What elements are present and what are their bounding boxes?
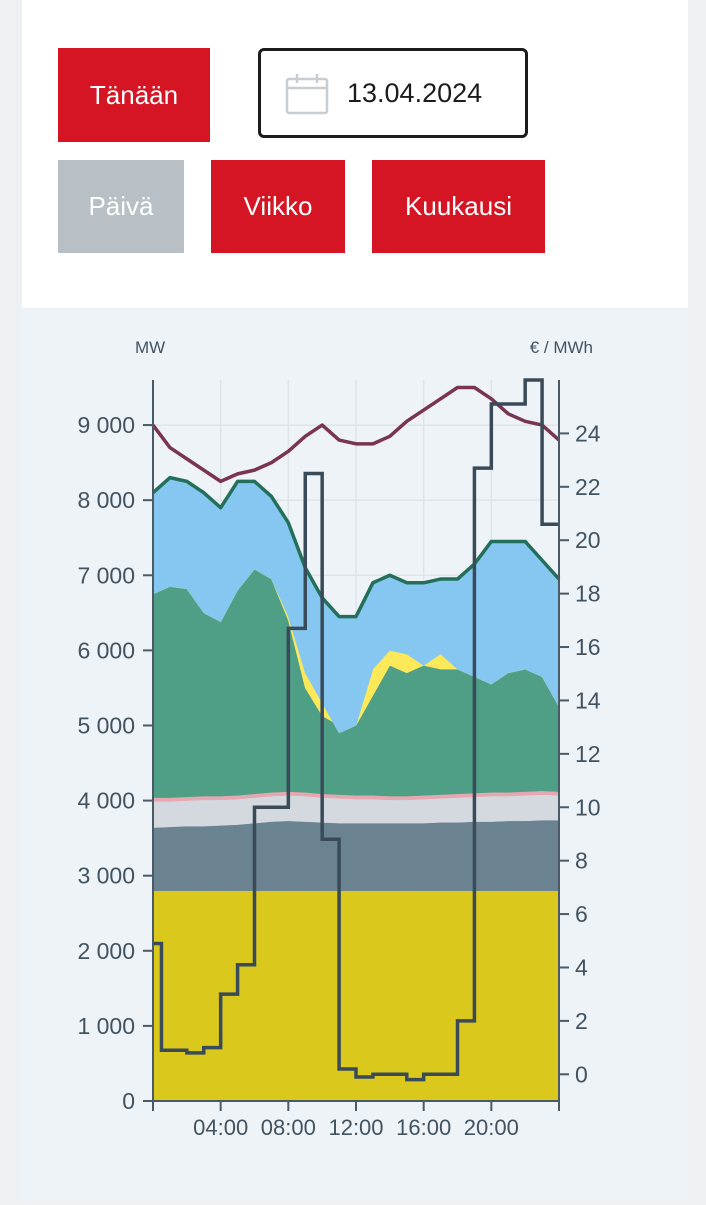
left-tick-label: 4 000 — [77, 788, 135, 814]
range-month-button[interactable]: Kuukausi — [372, 160, 545, 253]
right-tick-label: 0 — [575, 1061, 588, 1087]
x-tick-label: 12:00 — [328, 1115, 383, 1140]
left-tick-label: 6 000 — [77, 637, 135, 663]
right-tick-label: 8 — [575, 848, 588, 874]
left-tick-label: 7 000 — [77, 562, 135, 588]
right-tick-label: 14 — [575, 687, 601, 713]
left-tick-label: 5 000 — [77, 712, 135, 738]
right-tick-label: 2 — [575, 1008, 588, 1034]
right-tick-label: 18 — [575, 581, 601, 607]
x-tick-label: 04:00 — [193, 1115, 248, 1140]
left-unit-label: MW — [135, 338, 165, 357]
right-unit-label: € / MWh — [530, 338, 593, 357]
controls-panel: Tänään 13.04.2024 Päivä Viikko Kuukausi — [22, 0, 688, 308]
x-tick-label: 20:00 — [464, 1115, 519, 1140]
right-tick-label: 6 — [575, 901, 588, 927]
right-tick-label: 12 — [575, 741, 601, 767]
today-button[interactable]: Tänään — [58, 48, 210, 142]
line-price — [153, 378, 559, 1082]
left-tick-label: 1 000 — [77, 1013, 135, 1039]
left-tick-label: 9 000 — [77, 412, 135, 438]
right-tick-label: 22 — [575, 474, 601, 500]
right-tick-label: 10 — [575, 794, 601, 820]
left-tick-label: 3 000 — [77, 863, 135, 889]
x-tick-label: 08:00 — [261, 1115, 316, 1140]
right-tick-label: 4 — [575, 954, 588, 980]
range-day-button[interactable]: Päivä — [58, 160, 184, 253]
right-tick-label: 20 — [575, 527, 601, 553]
line-consumption_total — [151, 385, 561, 484]
left-tick-label: 2 000 — [77, 938, 135, 964]
line-consumption — [151, 475, 561, 619]
x-tick-label: 16:00 — [396, 1115, 451, 1140]
area-chp — [152, 819, 560, 891]
left-tick-label: 8 000 — [77, 487, 135, 513]
left-tick-label: 0 — [122, 1088, 135, 1114]
range-week-button[interactable]: Viikko — [211, 160, 345, 253]
right-tick-label: 24 — [575, 420, 601, 446]
date-picker[interactable]: 13.04.2024 — [258, 48, 528, 138]
right-tick-label: 16 — [575, 634, 601, 660]
calendar-icon — [285, 73, 329, 120]
date-value: 13.04.2024 — [347, 77, 483, 108]
